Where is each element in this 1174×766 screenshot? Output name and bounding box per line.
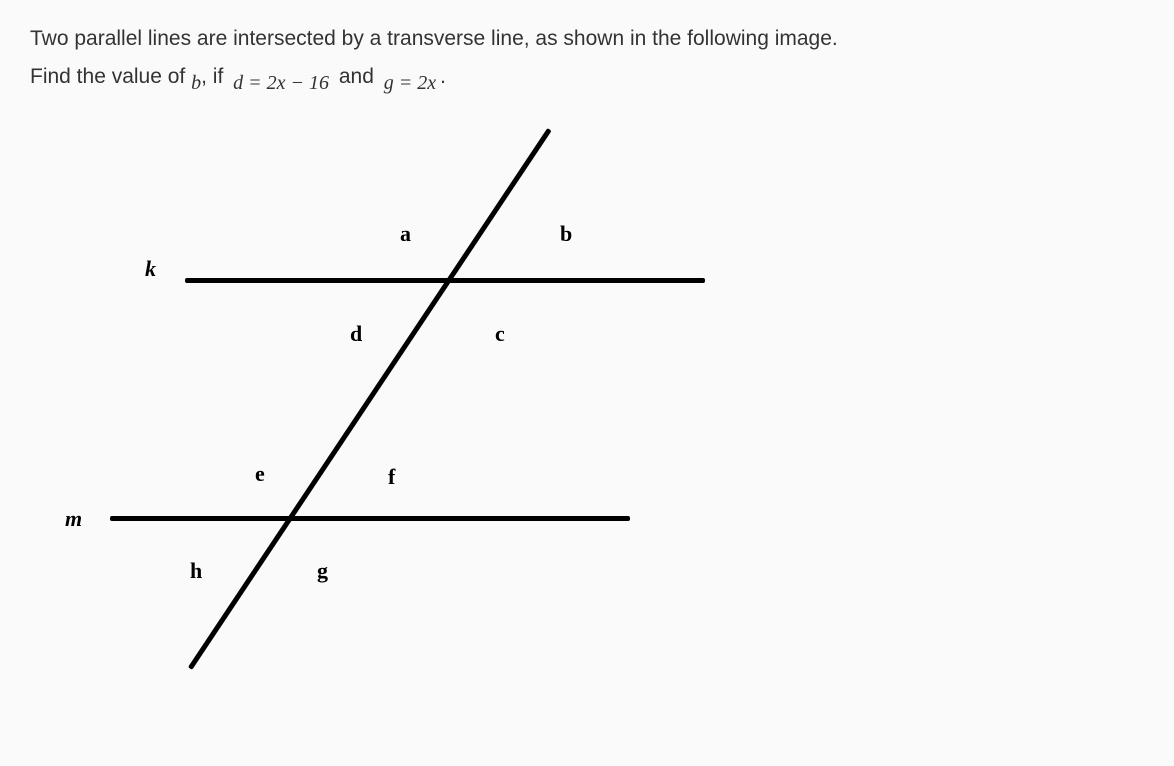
prompt-line-1: Two parallel lines are intersected by a … <box>30 20 1144 58</box>
problem-text: Two parallel lines are intersected by a … <box>30 20 1144 96</box>
angle-c: c <box>495 321 505 347</box>
angle-f: f <box>388 464 395 490</box>
angle-h: h <box>190 558 202 584</box>
angle-g: g <box>317 558 328 584</box>
prompt-mid2: and <box>333 65 380 88</box>
expr-d: d = 2x − 16 <box>229 72 333 94</box>
angle-e: e <box>255 461 265 487</box>
expr-g: g = 2x <box>380 72 440 94</box>
prompt-mid1: , if <box>201 65 229 88</box>
angle-d: d <box>350 321 362 347</box>
angle-b: b <box>560 221 572 247</box>
line-m-label: m <box>65 506 82 532</box>
transversal-line <box>188 128 552 670</box>
line-m <box>110 516 630 521</box>
prompt-pre: Find the value of <box>30 65 191 88</box>
prompt-line-2: Find the value of b, if d = 2x − 16 and … <box>30 58 1144 96</box>
var-b: b <box>191 72 201 94</box>
angle-a: a <box>400 221 411 247</box>
line-k-label: k <box>145 256 156 282</box>
prompt-end: . <box>440 65 446 88</box>
geometry-diagram: k m a b c d e f g h <box>30 106 730 686</box>
